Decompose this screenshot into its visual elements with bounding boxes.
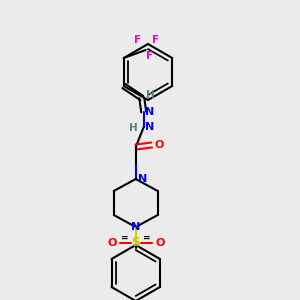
- Text: =: =: [121, 233, 129, 242]
- Text: H: H: [146, 90, 155, 100]
- Text: N: N: [145, 122, 154, 132]
- Text: N: N: [145, 107, 154, 117]
- Text: S: S: [131, 236, 140, 250]
- Text: O: O: [155, 238, 164, 248]
- Text: F: F: [152, 35, 159, 45]
- Text: N: N: [131, 222, 140, 232]
- Text: F: F: [134, 35, 141, 45]
- Text: N: N: [138, 174, 147, 184]
- Text: =: =: [143, 233, 151, 242]
- Text: H: H: [129, 123, 138, 133]
- Text: F: F: [146, 51, 153, 61]
- Text: O: O: [154, 140, 164, 150]
- Text: O: O: [107, 238, 116, 248]
